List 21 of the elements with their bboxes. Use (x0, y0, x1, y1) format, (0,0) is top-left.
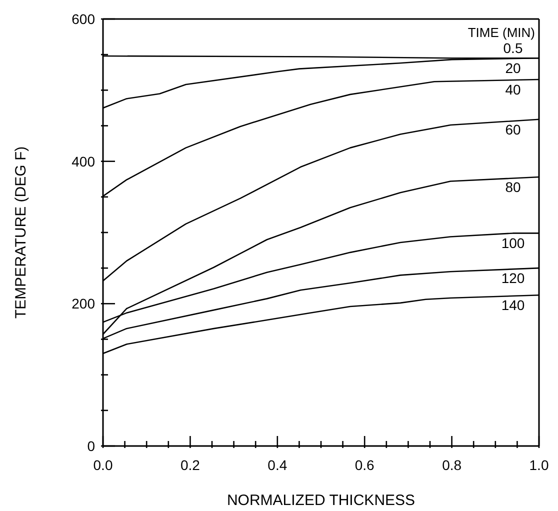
x-axis-title: NORMALIZED THICKNESS (226, 492, 416, 509)
x-tick-label: 0.4 (268, 457, 288, 473)
series-label: 0.5 (503, 40, 523, 56)
x-tick-label: 0.6 (354, 457, 375, 473)
series-label: 20 (505, 60, 521, 76)
series-label: 80 (505, 178, 521, 195)
x-tick-label: 1.0 (529, 457, 549, 473)
series-label: 40 (505, 81, 521, 98)
series-label: 140 (501, 297, 525, 314)
x-tick-label: 0.0 (93, 457, 113, 473)
y-tick-label: 0 (87, 438, 96, 454)
legend-title: TIME (MIN) (468, 25, 535, 40)
y-axis-title: TEMPERATURE (DEG F) (12, 146, 30, 319)
x-tick-label: 0.8 (442, 457, 462, 473)
x-tick-label: 0.2 (180, 457, 200, 473)
series-label: 60 (505, 121, 521, 138)
y-tick-label: 200 (72, 296, 96, 312)
y-tick-label: 600 (72, 11, 96, 27)
series-label: 100 (501, 235, 525, 252)
series-label: 120 (501, 270, 525, 286)
y-tick-label: 400 (72, 153, 96, 170)
